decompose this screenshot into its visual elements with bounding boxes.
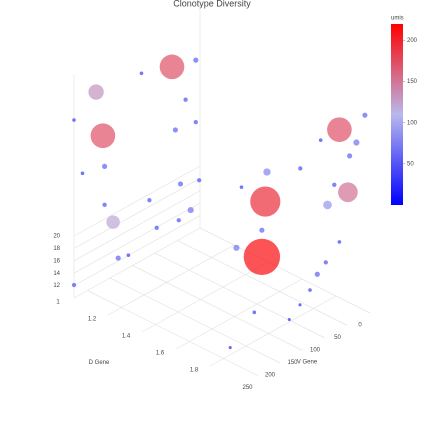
data-point	[327, 117, 352, 142]
data-point	[172, 127, 178, 133]
data-point	[106, 215, 120, 229]
data-point	[239, 185, 244, 189]
z-tick-label: 16	[53, 258, 60, 264]
x-tick-label: 50	[334, 335, 341, 341]
data-point	[71, 282, 77, 288]
data-point	[159, 54, 185, 80]
y-tick-label: 1.8	[190, 368, 199, 374]
x-tick-label: 100	[310, 348, 321, 354]
grid-line	[154, 252, 326, 339]
data-point	[115, 255, 121, 261]
y-axis-title: D Gene	[89, 360, 110, 366]
colorbar-title: umis	[391, 16, 404, 22]
y-tick-label: 1.2	[88, 317, 97, 323]
y-tick-label: 1.4	[122, 334, 131, 340]
data-point	[323, 260, 328, 265]
data-point	[243, 238, 281, 276]
data-point	[298, 166, 303, 171]
grid-line	[209, 295, 337, 367]
grid-line	[132, 265, 303, 351]
data-point	[337, 240, 342, 244]
grid-line	[73, 178, 201, 249]
y-tick-label: 1	[56, 300, 60, 306]
data-point	[263, 168, 271, 176]
colorbar	[391, 24, 403, 205]
grid-line	[177, 240, 348, 326]
data-point	[252, 310, 257, 315]
data-point	[287, 317, 291, 322]
data-point	[298, 303, 302, 307]
data-point	[308, 288, 312, 292]
grid-line	[87, 290, 258, 376]
y-tick-label: 1.6	[156, 351, 165, 357]
data-point	[323, 200, 332, 210]
data-point	[102, 163, 108, 169]
data-point	[88, 84, 104, 100]
grid-line	[109, 277, 281, 364]
grid-line	[199, 227, 371, 314]
colorbar-tick-label: 50	[407, 161, 414, 167]
data-point	[147, 198, 152, 203]
x-tick-label: 250	[242, 385, 253, 391]
data-point	[80, 171, 85, 176]
data-point	[193, 119, 198, 125]
data-point	[176, 218, 181, 223]
data-point	[154, 225, 159, 230]
chart-title: Clonotype Diversity	[173, 0, 251, 8]
data-point	[102, 202, 107, 207]
colorbar-tick-label: 100	[407, 120, 418, 126]
data-point	[314, 271, 320, 277]
z-tick-label: 18	[53, 246, 60, 252]
z-tick-label: 14	[53, 271, 60, 277]
grid-line	[73, 215, 201, 286]
x-axis-title: V Gene	[297, 360, 318, 366]
data-point	[318, 138, 323, 142]
data-point	[197, 178, 202, 183]
data-point	[90, 123, 116, 149]
data-point	[353, 139, 360, 146]
x-tick-label: 200	[265, 373, 276, 379]
z-tick-label: 12	[53, 283, 60, 289]
colorbar-tick-label: 200	[407, 38, 418, 44]
data-point	[228, 346, 232, 350]
data-point	[193, 57, 199, 63]
grid-line	[73, 202, 201, 274]
data-point	[259, 227, 265, 233]
grid-line	[141, 261, 269, 333]
data-point	[187, 207, 194, 214]
x-tick-label: 150	[287, 360, 298, 366]
data-point	[139, 71, 144, 76]
x-tick-label: 0	[358, 323, 362, 329]
grid-line	[107, 244, 235, 316]
grid-line	[73, 190, 201, 262]
z-tick-label: 20	[53, 234, 60, 240]
data-point	[177, 181, 184, 187]
data-point	[233, 244, 240, 251]
data-point	[183, 97, 188, 102]
data-point	[332, 182, 337, 187]
data-point	[347, 153, 353, 159]
colorbar-tick-label: 150	[407, 79, 418, 85]
grid-line	[73, 227, 201, 299]
grid-line	[73, 165, 201, 237]
data-point	[126, 253, 131, 257]
data-point	[362, 112, 368, 118]
data-point	[338, 182, 358, 203]
grid-line	[175, 278, 303, 350]
data-point	[72, 118, 76, 122]
data-point	[250, 186, 281, 217]
